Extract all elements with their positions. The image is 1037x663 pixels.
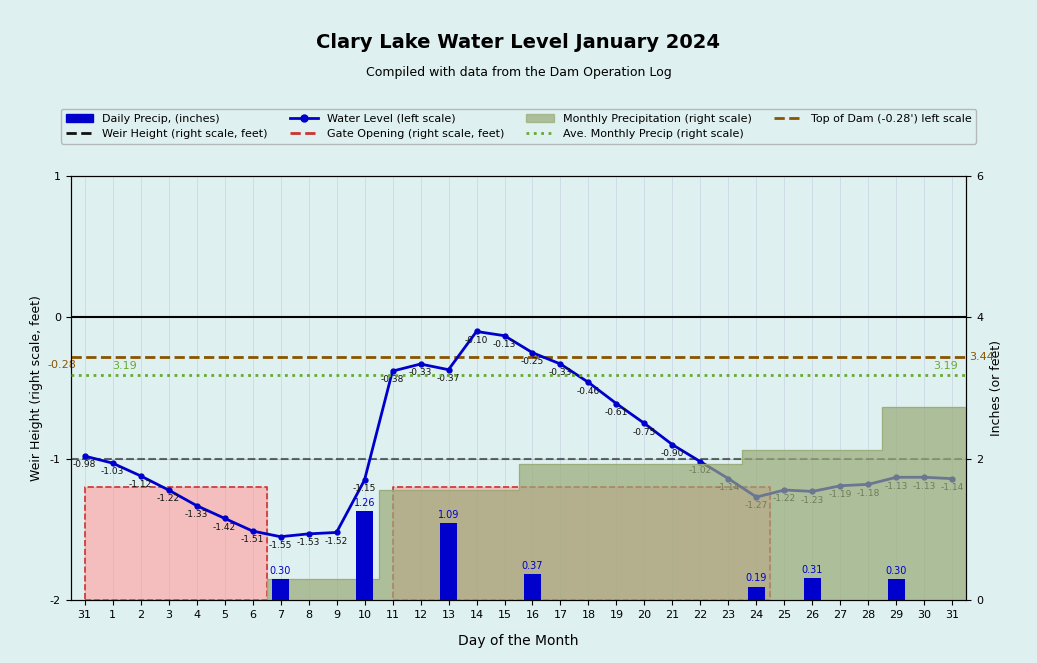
- Text: -1.03: -1.03: [101, 467, 124, 476]
- Y-axis label: Inches (or feet): Inches (or feet): [990, 340, 1003, 436]
- Bar: [356, 511, 373, 601]
- Legend: Daily Precip, (inches), Weir Height (right scale, feet), Water Level (left scale: Daily Precip, (inches), Weir Height (rig…: [61, 109, 976, 144]
- Text: -1.14: -1.14: [717, 483, 740, 492]
- Y-axis label: Weir Height (right scale, feet): Weir Height (right scale, feet): [30, 295, 43, 481]
- Bar: [440, 523, 457, 601]
- Text: -1.51: -1.51: [241, 535, 264, 544]
- Text: -1.13: -1.13: [913, 481, 936, 491]
- Text: -1.15: -1.15: [353, 485, 376, 493]
- Text: 0.31: 0.31: [802, 565, 823, 575]
- Text: -0.90: -0.90: [661, 449, 684, 458]
- Text: -0.10: -0.10: [465, 335, 488, 345]
- Text: -0.98: -0.98: [73, 460, 96, 469]
- Text: -1.23: -1.23: [801, 496, 824, 505]
- Text: -0.61: -0.61: [605, 408, 628, 417]
- Text: 0.37: 0.37: [522, 561, 543, 571]
- Text: -0.13: -0.13: [493, 340, 516, 349]
- Text: 1.26: 1.26: [354, 498, 375, 508]
- Text: 0.30: 0.30: [886, 566, 907, 575]
- Bar: [888, 579, 905, 601]
- Text: -0.28: -0.28: [48, 360, 76, 370]
- Text: Compiled with data from the Dam Operation Log: Compiled with data from the Dam Operatio…: [366, 66, 671, 80]
- Text: 3.44: 3.44: [970, 352, 994, 362]
- Text: -1.53: -1.53: [297, 538, 320, 547]
- Text: -1.33: -1.33: [185, 510, 208, 519]
- Text: -1.52: -1.52: [325, 537, 348, 546]
- Text: -0.33: -0.33: [549, 368, 572, 377]
- Polygon shape: [85, 407, 966, 601]
- Text: 0.19: 0.19: [746, 573, 767, 583]
- Text: -1.22: -1.22: [773, 494, 796, 503]
- Text: -1.18: -1.18: [857, 489, 880, 497]
- Text: -0.33: -0.33: [409, 368, 432, 377]
- Text: Clary Lake Water Level January 2024: Clary Lake Water Level January 2024: [316, 33, 721, 52]
- Text: -1.02: -1.02: [689, 466, 712, 475]
- Text: -0.38: -0.38: [381, 375, 404, 385]
- Text: -0.75: -0.75: [633, 428, 656, 437]
- Text: -1.55: -1.55: [269, 541, 292, 550]
- Text: 3.19: 3.19: [113, 361, 137, 371]
- Bar: [804, 578, 821, 601]
- Bar: [272, 579, 289, 601]
- Text: -1.27: -1.27: [745, 501, 768, 511]
- Text: -1.42: -1.42: [213, 522, 236, 532]
- Text: -1.22: -1.22: [157, 494, 180, 503]
- Text: 3.19: 3.19: [933, 361, 958, 371]
- Text: -1.13: -1.13: [885, 481, 908, 491]
- Bar: [748, 587, 765, 601]
- Text: 0.30: 0.30: [270, 566, 291, 575]
- Text: -0.46: -0.46: [577, 387, 600, 396]
- Text: -1.19: -1.19: [829, 490, 852, 499]
- Text: -1.12: -1.12: [129, 480, 152, 489]
- Text: -0.25: -0.25: [521, 357, 544, 366]
- Text: -0.37: -0.37: [437, 374, 460, 383]
- X-axis label: Day of the Month: Day of the Month: [458, 634, 579, 648]
- Text: 1.09: 1.09: [438, 510, 459, 520]
- Text: -1.14: -1.14: [941, 483, 964, 492]
- Bar: [524, 574, 541, 601]
